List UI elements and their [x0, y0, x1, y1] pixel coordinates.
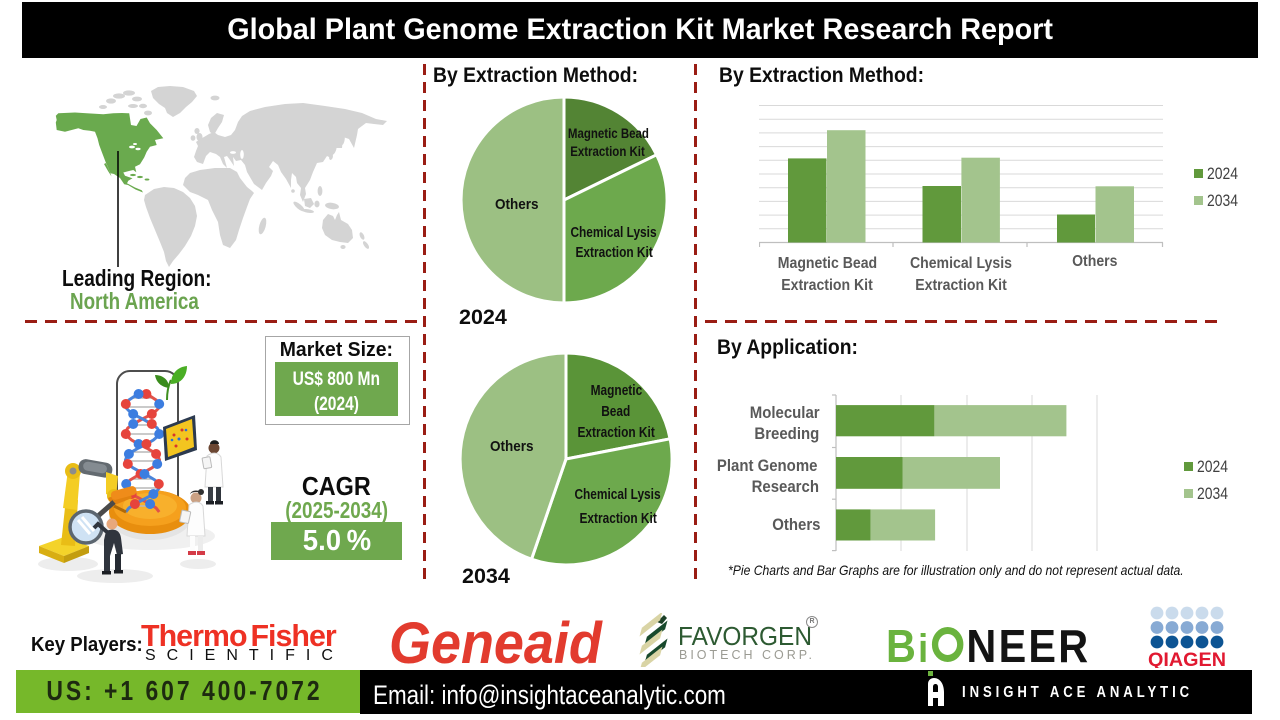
svg-text:QIAGEN: QIAGEN	[1148, 650, 1226, 668]
